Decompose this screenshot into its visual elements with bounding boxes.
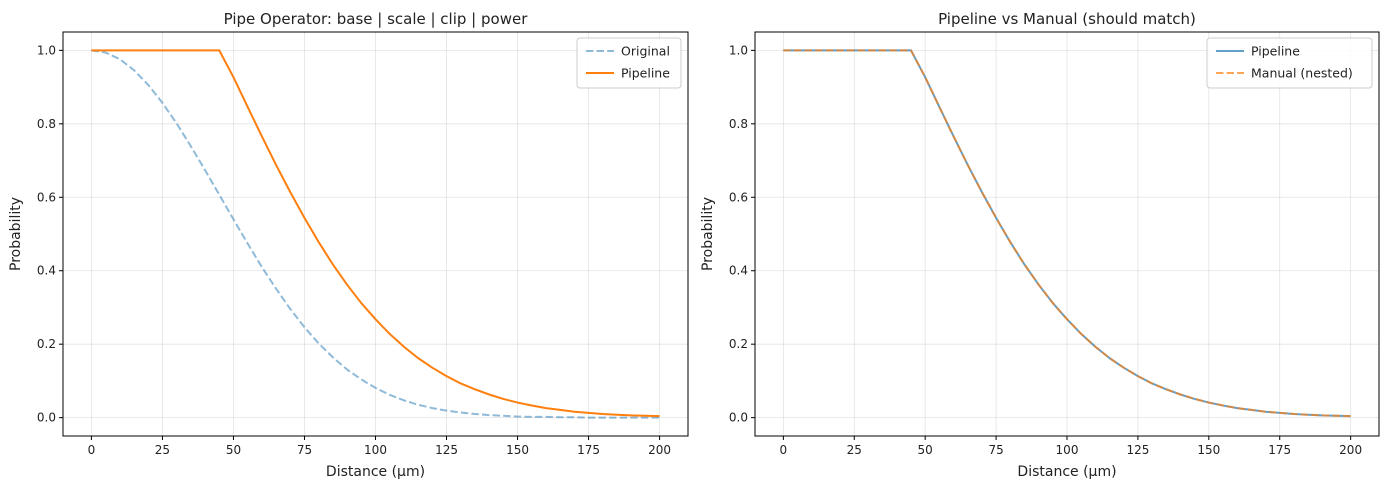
- chart-1-title: Pipeline vs Manual (should match): [938, 10, 1196, 28]
- chart-0-x-tick-label: 125: [435, 443, 458, 457]
- chart-1-y-tick-label: 1.0: [729, 43, 748, 57]
- chart-0-x-tick-label: 200: [648, 443, 671, 457]
- chart-0-x-tick-label: 175: [577, 443, 600, 457]
- chart-0-y-axis-label: Probability: [8, 197, 24, 271]
- chart-1-x-tick-label: 75: [988, 443, 1003, 457]
- chart-0-x-tick-label: 25: [155, 443, 170, 457]
- chart-1-x-tick-label: 50: [918, 443, 933, 457]
- chart-0-y-tick-label: 0.0: [37, 411, 56, 425]
- chart-1-x-tick-label: 175: [1268, 443, 1291, 457]
- chart-1-y-tick-label: 0.4: [729, 264, 748, 278]
- chart-0-y-tick-label: 0.6: [37, 190, 56, 204]
- chart-0-legend-label-1: Pipeline: [621, 66, 670, 81]
- chart-0-x-axis-label: Distance (µm): [326, 464, 425, 480]
- chart-0-x-tick-label: 0: [88, 443, 96, 457]
- chart-1-x-tick-label: 150: [1197, 443, 1220, 457]
- chart-0-y-tick-label: 0.2: [37, 337, 56, 351]
- chart-0-x-tick-label: 150: [506, 443, 529, 457]
- right-chart-panel: 0 25 50 75 100 125 150 175 200 0.0 0.2 0.4 0.6 0.8 1.0…: [700, 10, 1380, 480]
- chart-1-legend-box: [1206, 37, 1373, 89]
- chart-1-x-tick-label: 125: [1126, 443, 1149, 457]
- chart-0-legend-label-0: Original: [621, 44, 670, 59]
- chart-1-legend-label-1: Manual (nested): [1251, 66, 1353, 81]
- chart-0-x-tick-label: 100: [364, 443, 387, 457]
- chart-1-y-tick-label: 0.0: [729, 411, 748, 425]
- chart-1-x-tick-label: 100: [1056, 443, 1079, 457]
- chart-1-x-tick-label: 0: [780, 443, 788, 457]
- chart-0-y-tick-label: 0.4: [37, 264, 56, 278]
- chart-1-legend: Pipeline Manual (nested): [1206, 37, 1373, 89]
- chart-0-y-tick-label: 0.8: [37, 117, 56, 131]
- chart-1-x-axis-label: Distance (µm): [1017, 464, 1116, 480]
- chart-1-y-tick-label: 0.8: [729, 117, 748, 131]
- chart-1-series-line-1: [783, 49, 1351, 418]
- chart-0-x-tick-label: 50: [226, 443, 241, 457]
- left-chart-panel: 0 25 50 75 100 125 150 175 200 0.0 0.2 0.4 0.6 0.8 1.0…: [8, 10, 689, 480]
- chart-0-legend: Original Pipeline: [576, 37, 682, 89]
- chart-1-x-tick-label: 25: [847, 443, 862, 457]
- chart-0-title: Pipe Operator: base | scale | clip | pow…: [224, 10, 529, 28]
- chart-1-y-tick-label: 0.2: [729, 337, 748, 351]
- chart-1-y-tick-label: 0.6: [729, 190, 748, 204]
- chart-1-legend-label-0: Pipeline: [1251, 44, 1300, 59]
- chart-0-y-tick-label: 1.0: [37, 43, 56, 57]
- chart-0-series-line-1: [91, 49, 660, 418]
- chart-1-x-tick-label: 200: [1339, 443, 1362, 457]
- chart-0-series-line-0: [91, 49, 660, 419]
- chart-0-x-tick-label: 75: [297, 443, 312, 457]
- chart-1-y-axis-label: Probability: [700, 197, 716, 271]
